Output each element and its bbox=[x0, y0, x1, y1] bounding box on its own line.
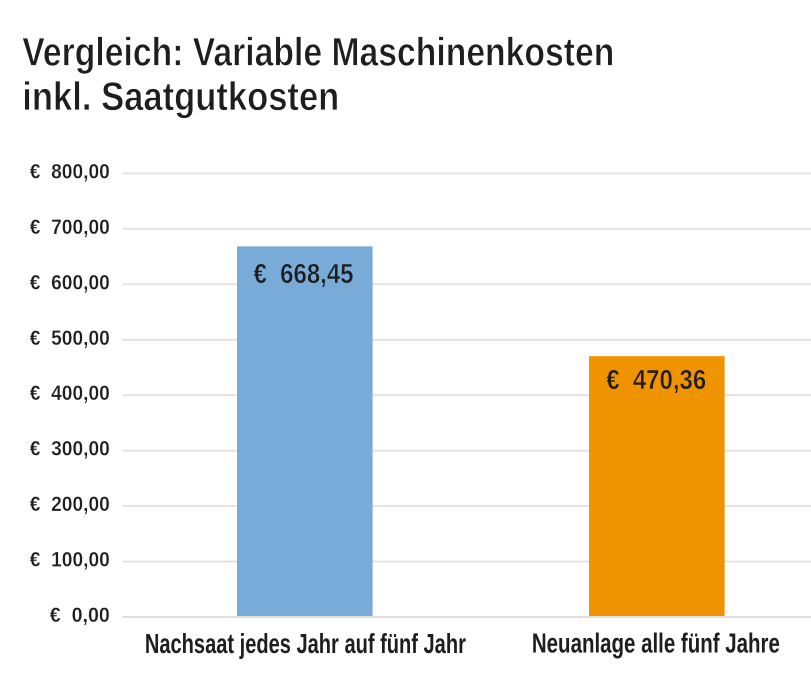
svg-text:€ 100,00: € 100,00 bbox=[30, 548, 110, 572]
svg-text:€ 500,00: € 500,00 bbox=[30, 326, 110, 350]
svg-text:Vergleich: Variable Maschinenk: Vergleich: Variable Maschinenkosten bbox=[22, 30, 614, 74]
svg-text:€ 700,00: € 700,00 bbox=[30, 215, 110, 239]
svg-text:€ 300,00: € 300,00 bbox=[30, 437, 110, 461]
svg-text:€ 600,00: € 600,00 bbox=[30, 270, 110, 294]
svg-text:Neuanlage alle fünf Jahre: Neuanlage alle fünf Jahre bbox=[532, 628, 780, 659]
svg-text:€ 200,00: € 200,00 bbox=[30, 492, 110, 516]
svg-text:inkl. Saatgutkosten: inkl. Saatgutkosten bbox=[22, 75, 339, 119]
svg-text:Nachsaat jedes Jahr auf fünf J: Nachsaat jedes Jahr auf fünf Jahr bbox=[145, 628, 466, 659]
svg-text:€ 470,36: € 470,36 bbox=[606, 364, 706, 395]
svg-text:€ 400,00: € 400,00 bbox=[30, 381, 110, 405]
svg-text:€ 0,00: € 0,00 bbox=[50, 603, 110, 627]
svg-text:€ 668,45: € 668,45 bbox=[254, 258, 354, 289]
svg-text:€ 800,00: € 800,00 bbox=[30, 159, 110, 183]
